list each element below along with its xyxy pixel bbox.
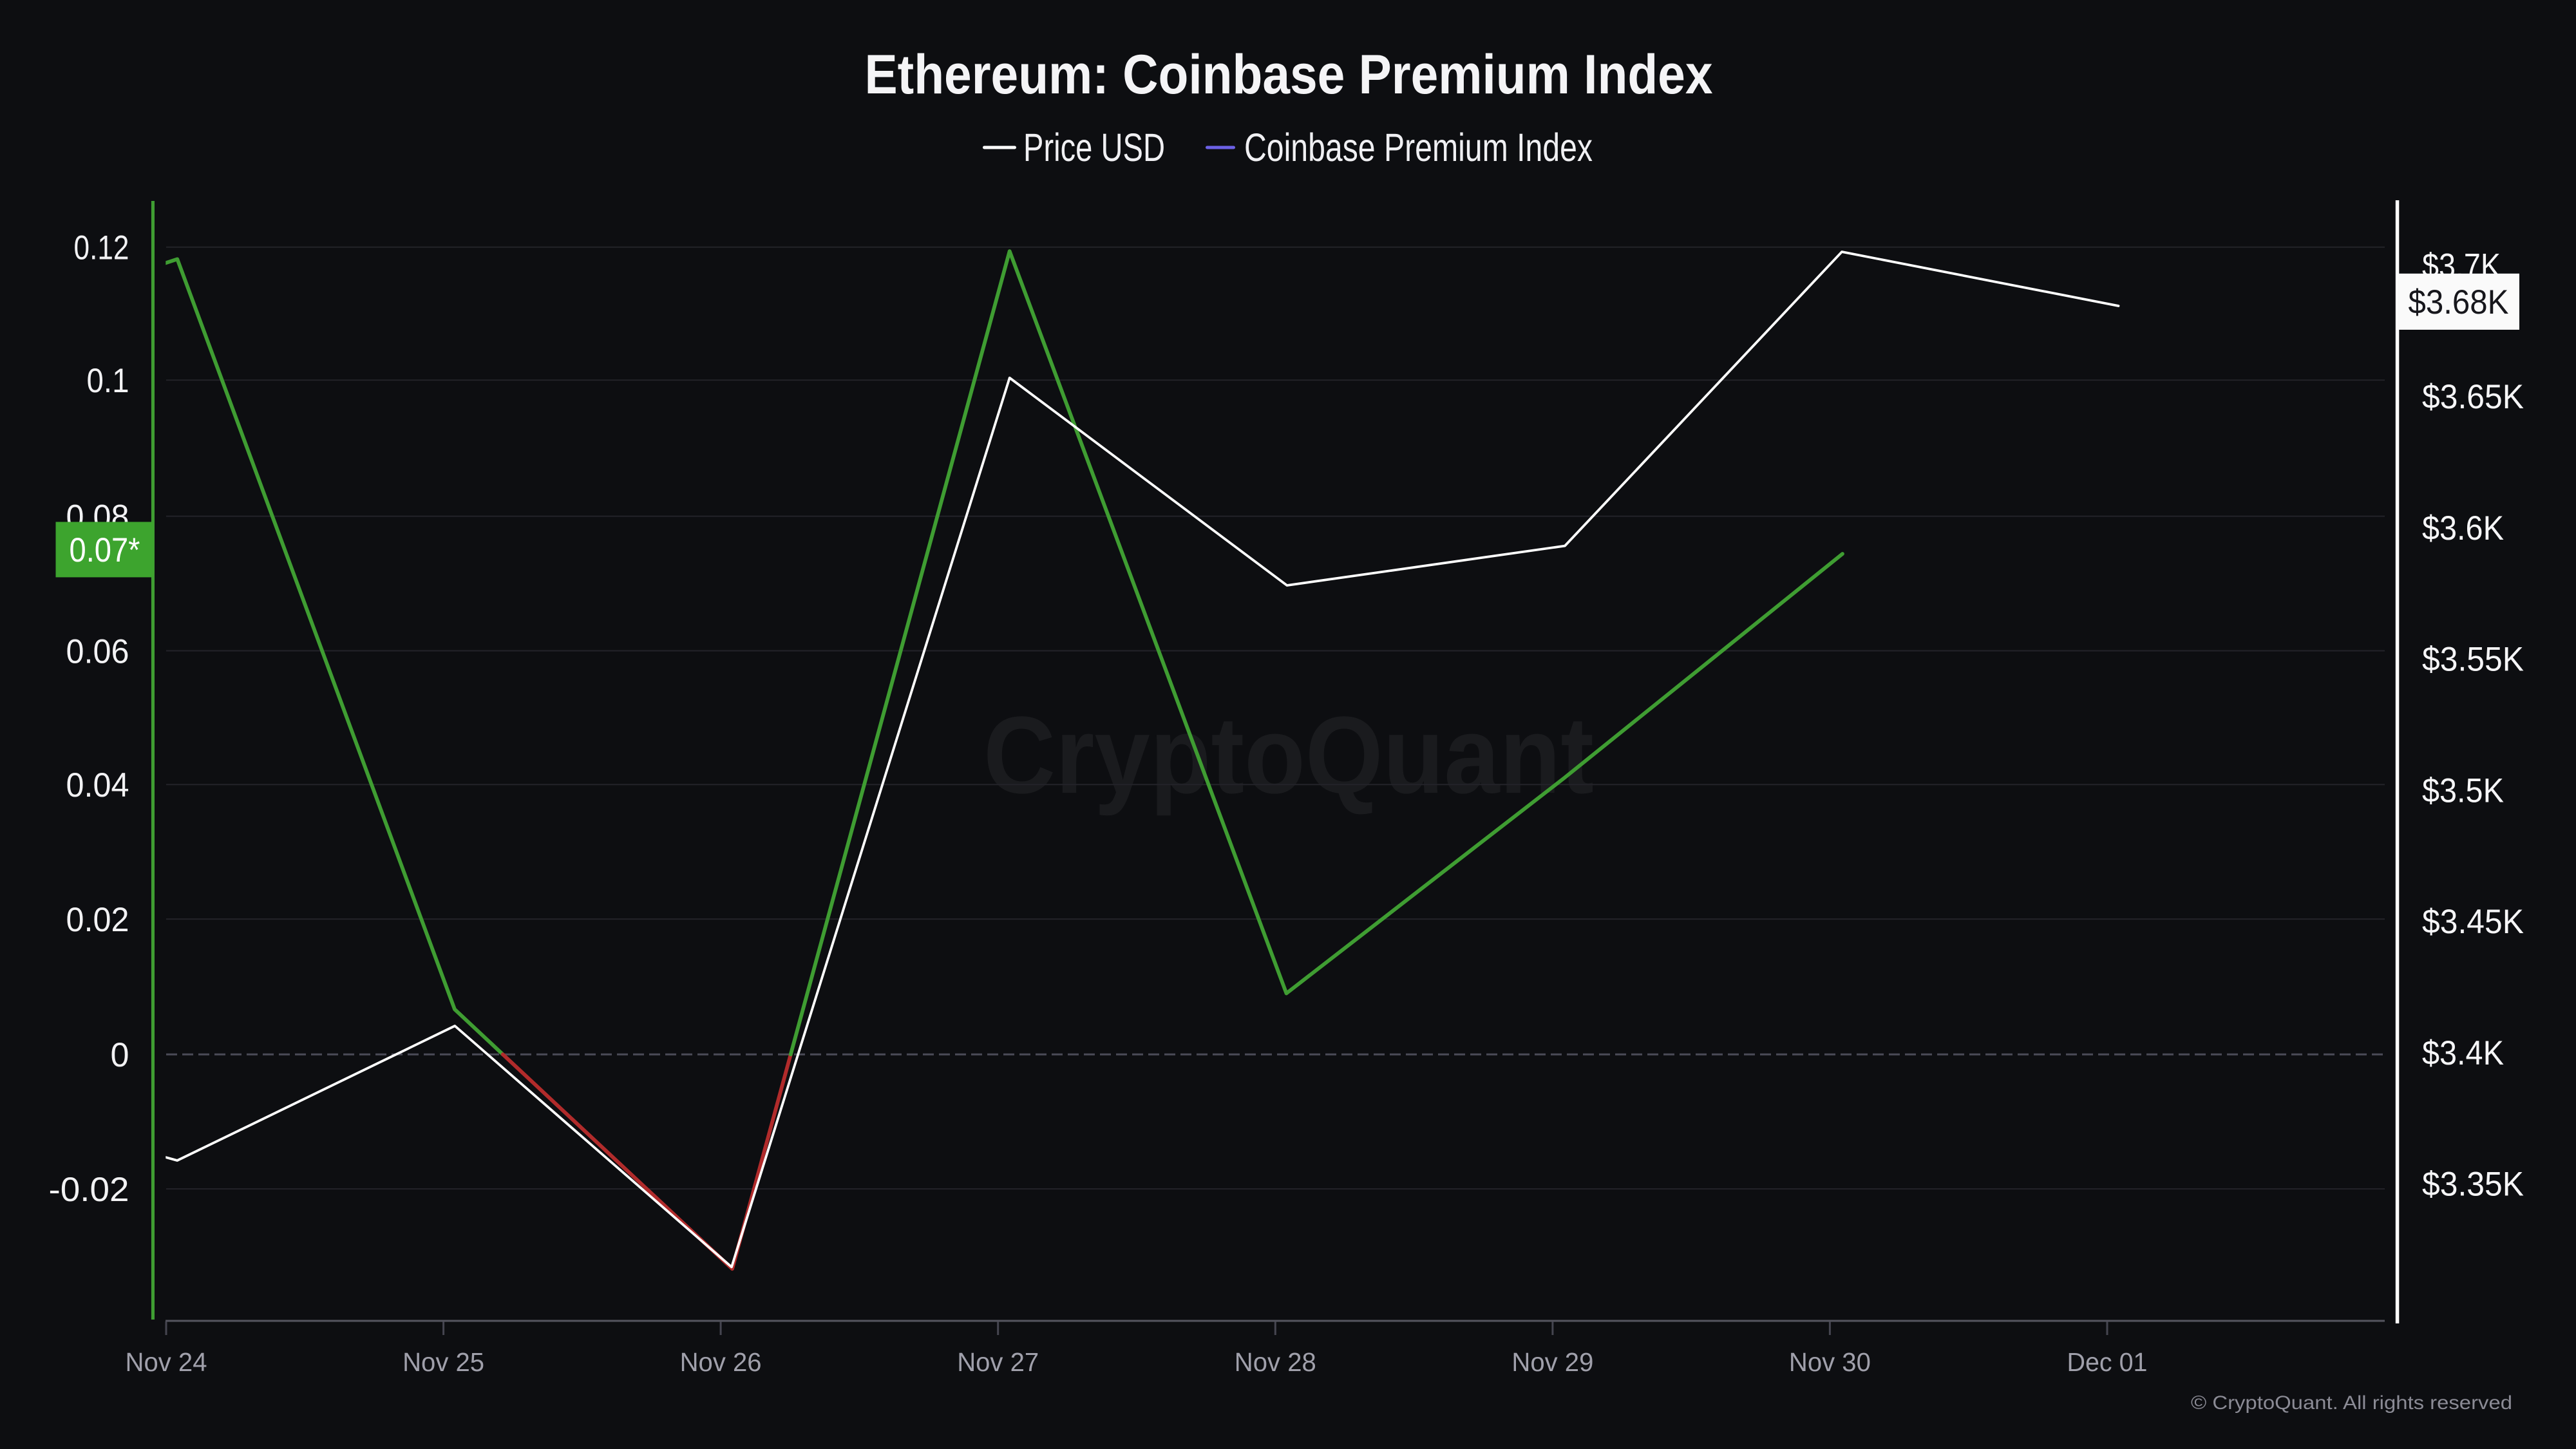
svg-text:0.02: 0.02 [66, 901, 129, 939]
svg-text:Nov 26: Nov 26 [680, 1347, 762, 1377]
svg-text:$3.5K: $3.5K [2422, 772, 2504, 810]
svg-text:0.06: 0.06 [66, 632, 129, 670]
svg-text:$3.55K: $3.55K [2422, 641, 2524, 679]
svg-text:Nov 30: Nov 30 [1789, 1347, 1871, 1377]
svg-text:Nov 28: Nov 28 [1235, 1347, 1316, 1377]
svg-text:© CryptoQuant. All rights rese: © CryptoQuant. All rights reserved [2191, 1392, 2512, 1414]
svg-text:Nov 29: Nov 29 [1511, 1347, 1593, 1377]
svg-text:Nov 27: Nov 27 [957, 1347, 1039, 1377]
svg-text:$3.6K: $3.6K [2422, 509, 2504, 547]
svg-text:Nov 25: Nov 25 [402, 1347, 484, 1377]
svg-text:$3.35K: $3.35K [2422, 1166, 2524, 1204]
svg-text:0.07*: 0.07* [70, 531, 140, 569]
svg-text:CryptoQuant: CryptoQuant [983, 694, 1594, 817]
svg-text:-0.02: -0.02 [49, 1171, 129, 1209]
svg-text:Coinbase Premium Index: Coinbase Premium Index [1244, 126, 1593, 169]
svg-text:0.12: 0.12 [74, 229, 129, 267]
svg-text:0.1: 0.1 [87, 362, 129, 400]
svg-text:$3.68K: $3.68K [2409, 283, 2509, 321]
svg-text:$3.4K: $3.4K [2422, 1034, 2504, 1072]
svg-text:0.04: 0.04 [66, 766, 129, 804]
svg-text:0: 0 [111, 1036, 129, 1074]
svg-text:$3.45K: $3.45K [2422, 903, 2524, 941]
svg-text:Price USD: Price USD [1023, 126, 1165, 169]
svg-text:Dec 01: Dec 01 [2067, 1347, 2148, 1377]
svg-text:$3.65K: $3.65K [2422, 378, 2524, 416]
svg-text:Ethereum: Coinbase Premium Ind: Ethereum: Coinbase Premium Index [865, 44, 1713, 106]
svg-text:Nov 24: Nov 24 [126, 1347, 207, 1377]
